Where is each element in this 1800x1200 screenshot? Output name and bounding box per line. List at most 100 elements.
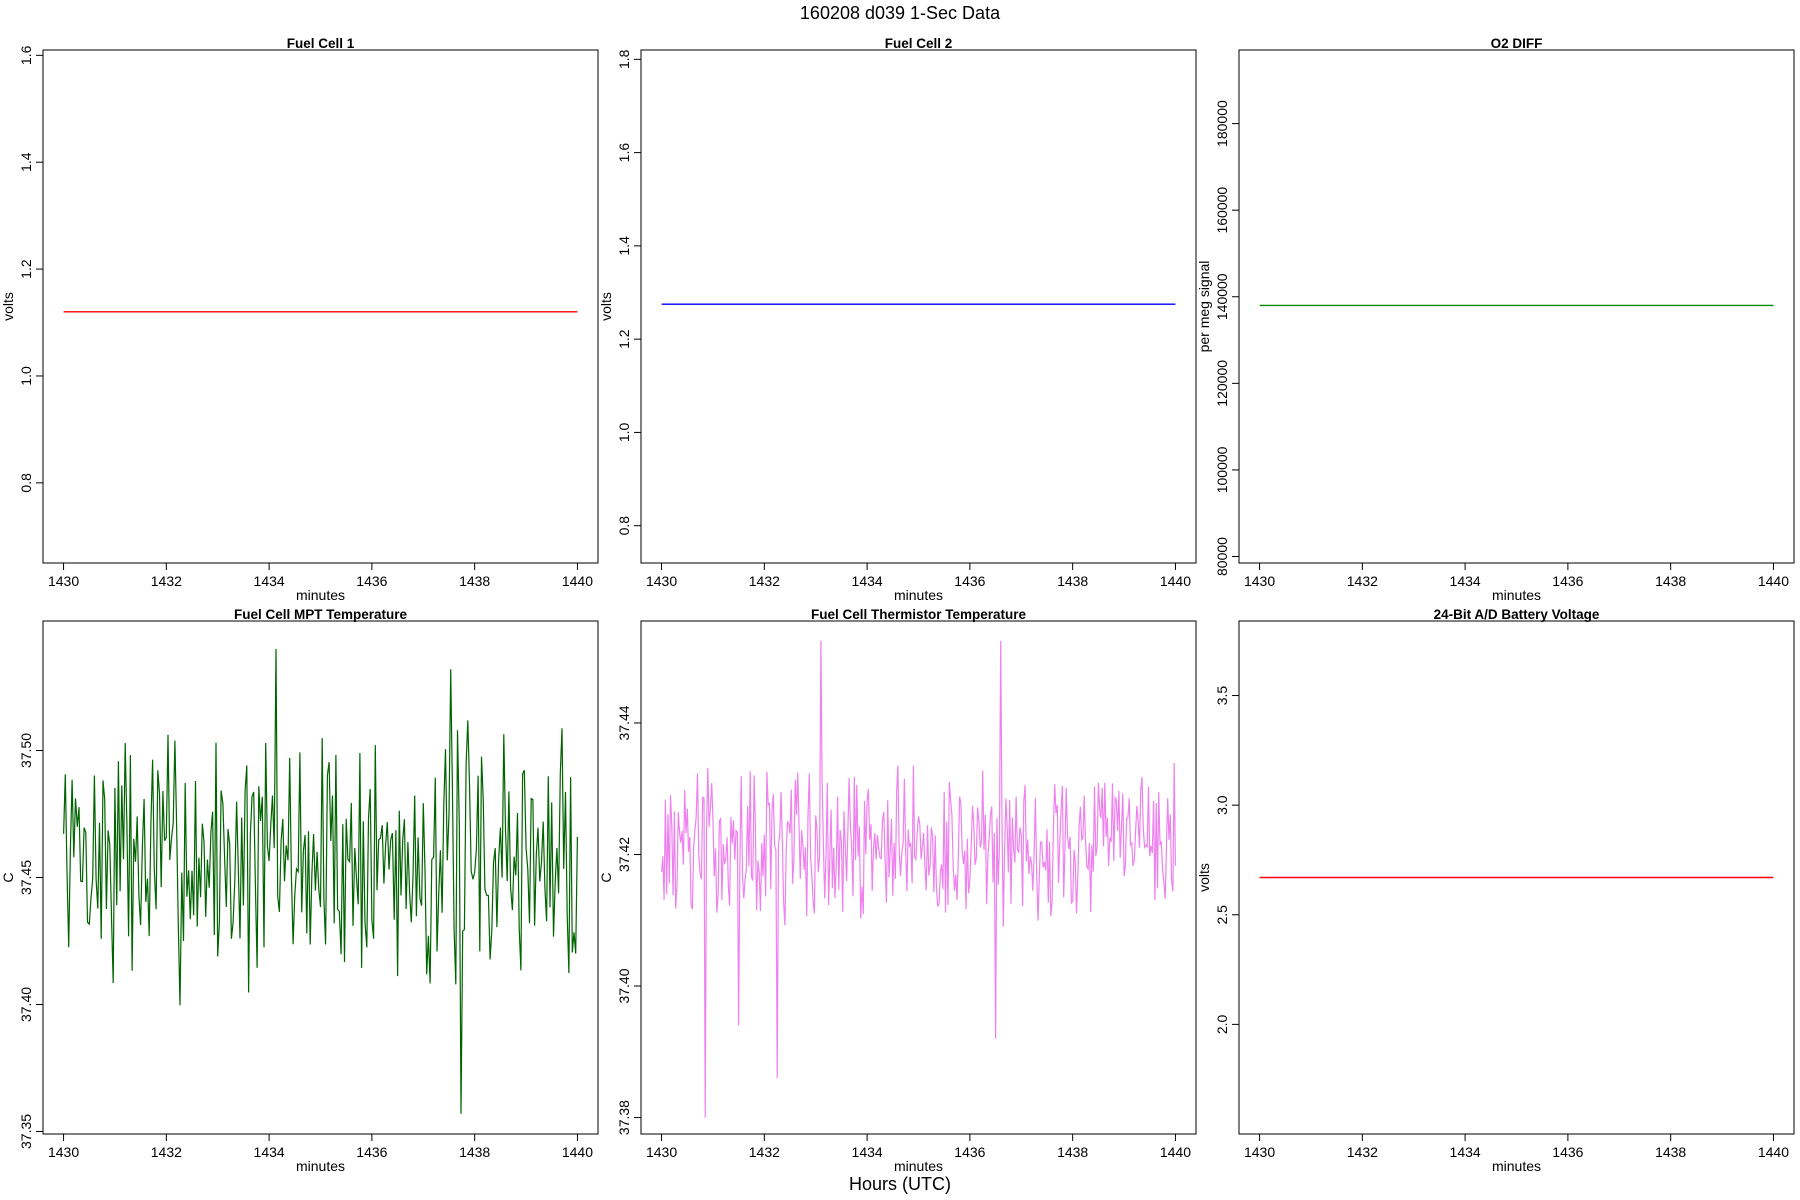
y-tick-label: 3.5 [1214, 686, 1230, 706]
y-tick-label: 1.6 [18, 45, 34, 65]
x-tick-label: 1434 [852, 573, 883, 589]
x-axis-label: minutes [1492, 1158, 1541, 1174]
x-tick-label: 1430 [48, 1144, 79, 1160]
x-tick-label: 1432 [749, 1144, 780, 1160]
x-tick-label: 1430 [646, 1144, 677, 1160]
x-axis-label: minutes [894, 587, 943, 603]
y-tick-label: 1.6 [616, 143, 632, 163]
x-tick-label: 1436 [954, 573, 985, 589]
panel-6: 24-Bit A/D Battery Voltage 1430 1432 1434 14… [1196, 607, 1795, 1174]
x-tick-label: 1432 [1347, 573, 1378, 589]
x-tick-label: 1434 [254, 1144, 285, 1160]
panel-5: Fuel Cell Thermistor Temperature 1430 1432… [598, 607, 1197, 1174]
y-tick-label: 0.8 [616, 516, 632, 536]
y-tick-label: 37.38 [616, 1100, 632, 1135]
y-axis-label: volts [598, 292, 614, 321]
panels: Fuel Cell 1 1430 1432 1434 1436 1438 1440 minut… [0, 36, 1795, 1174]
x-axis-label: minutes [296, 1158, 345, 1174]
y-tick-label: 120000 [1214, 360, 1230, 407]
panel-1: Fuel Cell 1 1430 1432 1434 1436 1438 1440 minut… [0, 36, 599, 603]
plot-frame [42, 49, 599, 564]
panel-4: Fuel Cell MPT Temperature 1430 1432 1434 143… [0, 607, 599, 1174]
x-tick-label: 1440 [1160, 573, 1191, 589]
y-tick-label: 2.5 [1214, 905, 1230, 925]
y-axis-label: C [598, 872, 614, 882]
x-tick-label: 1434 [852, 1144, 883, 1160]
x-tick-label: 1434 [254, 573, 285, 589]
series-line [661, 640, 1176, 1118]
panel-title: Fuel Cell Thermistor Temperature [811, 607, 1027, 622]
y-axis-label: per meg signal [1196, 261, 1212, 353]
y-tick-label: 37.40 [616, 968, 632, 1003]
panel-title: Fuel Cell 2 [885, 36, 953, 51]
y-tick-label: 37.42 [616, 837, 632, 872]
y-axis-label: C [0, 872, 16, 882]
x-tick-label: 1436 [1552, 573, 1583, 589]
series-line [63, 648, 578, 1114]
x-tick-label: 1430 [48, 573, 79, 589]
y-tick-label: 1.0 [616, 422, 632, 442]
y-tick-label: 1.4 [616, 236, 632, 256]
y-axis-label: volts [0, 292, 16, 321]
x-tick-label: 1430 [1244, 573, 1275, 589]
y-tick-label: 37.40 [18, 987, 34, 1022]
x-tick-label: 1430 [646, 573, 677, 589]
x-tick-label: 1430 [1244, 1144, 1275, 1160]
x-axis-label: minutes [894, 1158, 943, 1174]
y-tick-label: 37.35 [18, 1114, 34, 1149]
x-tick-label: 1436 [356, 573, 387, 589]
y-tick-label: 100000 [1214, 446, 1230, 493]
y-tick-label: 37.44 [616, 705, 632, 740]
y-tick-label: 160000 [1214, 187, 1230, 234]
x-axis-label: minutes [296, 587, 345, 603]
y-tick-label: 1.0 [18, 366, 34, 386]
y-tick-label: 37.45 [18, 860, 34, 895]
x-tick-label: 1440 [562, 573, 593, 589]
figure-title: 160208 d039 1-Sec Data [800, 3, 1001, 23]
y-tick-label: 1.4 [18, 152, 34, 172]
panel-title: O2 DIFF [1491, 36, 1543, 51]
y-tick-label: 1.2 [616, 329, 632, 349]
x-tick-label: 1438 [1655, 1144, 1686, 1160]
panel-2: Fuel Cell 2 1430 1432 1434 1436 1438 1440 minut… [598, 36, 1197, 603]
x-tick-label: 1432 [151, 573, 182, 589]
y-tick-label: 3.0 [1214, 795, 1230, 815]
plot-frame [1238, 49, 1795, 564]
plot-frame [1238, 620, 1795, 1135]
y-tick-label: 1.2 [18, 259, 34, 279]
y-tick-label: 1.8 [616, 49, 632, 69]
x-tick-label: 1432 [749, 573, 780, 589]
plot-frame [640, 49, 1197, 564]
y-tick-label: 2.0 [1214, 1014, 1230, 1034]
x-tick-label: 1434 [1450, 573, 1481, 589]
x-tick-label: 1438 [1655, 573, 1686, 589]
x-tick-label: 1432 [1347, 1144, 1378, 1160]
plot-frame [640, 620, 1197, 1135]
x-tick-label: 1436 [1552, 1144, 1583, 1160]
x-tick-label: 1438 [459, 1144, 490, 1160]
y-tick-label: 140000 [1214, 273, 1230, 320]
y-tick-label: 0.8 [18, 473, 34, 493]
panel-title: Fuel Cell 1 [287, 36, 355, 51]
panel-title: Fuel Cell MPT Temperature [234, 607, 408, 622]
x-tick-label: 1438 [459, 573, 490, 589]
y-axis-label: volts [1196, 863, 1212, 892]
x-tick-label: 1436 [954, 1144, 985, 1160]
y-tick-label: 80000 [1214, 537, 1230, 576]
x-tick-label: 1440 [1758, 573, 1789, 589]
x-axis-label: minutes [1492, 587, 1541, 603]
y-tick-label: 180000 [1214, 100, 1230, 147]
x-tick-label: 1440 [1758, 1144, 1789, 1160]
x-tick-label: 1438 [1057, 1144, 1088, 1160]
y-tick-label: 37.50 [18, 733, 34, 768]
x-tick-label: 1440 [562, 1144, 593, 1160]
figure-xlabel: Hours (UTC) [849, 1174, 951, 1194]
panel-3: O2 DIFF 1430 1432 1434 1436 1438 1440 minutes 80… [1196, 36, 1795, 603]
x-tick-label: 1436 [356, 1144, 387, 1160]
x-tick-label: 1432 [151, 1144, 182, 1160]
x-tick-label: 1438 [1057, 573, 1088, 589]
x-tick-label: 1440 [1160, 1144, 1191, 1160]
x-tick-label: 1434 [1450, 1144, 1481, 1160]
panel-title: 24-Bit A/D Battery Voltage [1434, 607, 1600, 622]
